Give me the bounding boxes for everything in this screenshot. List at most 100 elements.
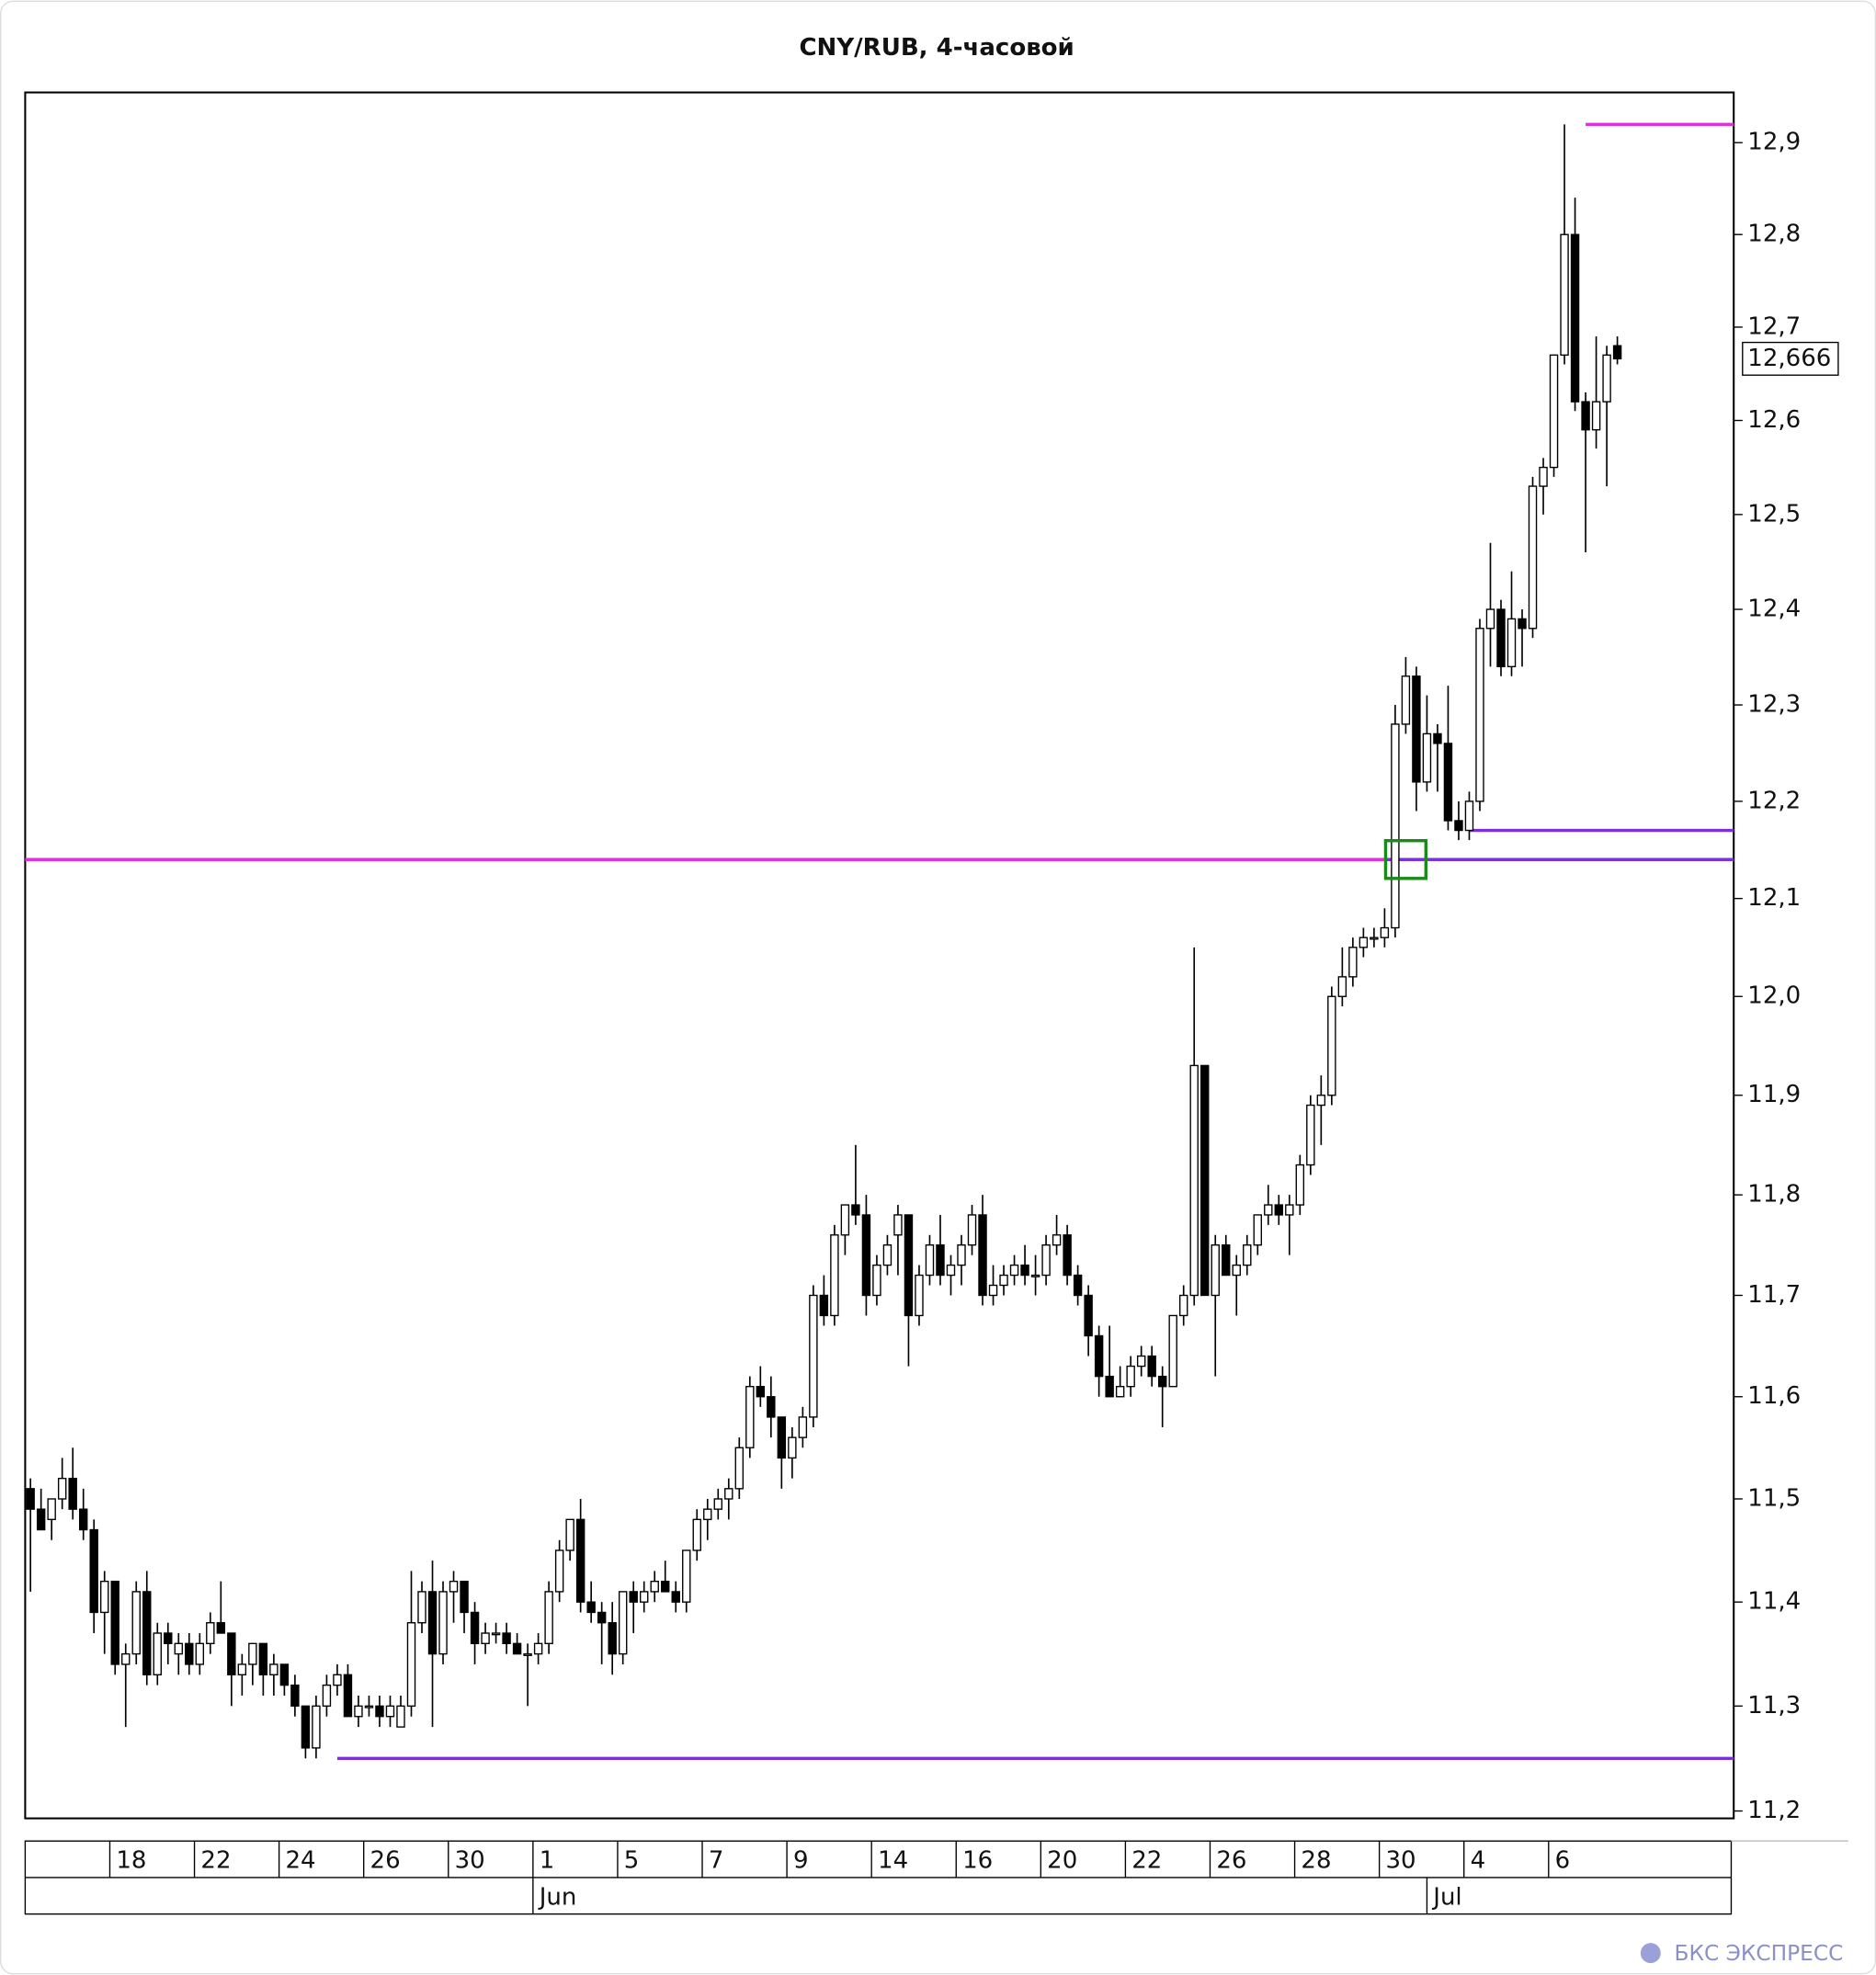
candle-body	[1222, 1244, 1231, 1277]
y-tick-label: 11,7	[1747, 1281, 1801, 1309]
candle-body	[1073, 1274, 1083, 1297]
candle-body	[872, 1264, 881, 1297]
candle-body	[1030, 1274, 1040, 1277]
candle-body	[1232, 1264, 1241, 1277]
y-tick-label: 12,8	[1747, 221, 1801, 248]
candle-body	[851, 1204, 860, 1216]
candle-body	[640, 1591, 649, 1603]
candle-body	[290, 1684, 300, 1708]
candle-body	[767, 1396, 776, 1418]
candle-body	[301, 1705, 311, 1749]
y-tick-label: 11,4	[1747, 1588, 1801, 1616]
candle-body	[1306, 1104, 1315, 1166]
candle-body	[629, 1591, 638, 1603]
x-tick-label: 26	[1216, 1847, 1246, 1875]
candle-body	[1136, 1355, 1146, 1368]
candle-body	[734, 1447, 745, 1490]
candle-body	[1094, 1334, 1104, 1378]
candle-body	[523, 1652, 532, 1656]
candle-body	[195, 1642, 205, 1665]
brand-logo	[1640, 1943, 1661, 1964]
candle-body	[26, 1488, 35, 1510]
candle-body	[861, 1214, 871, 1297]
y-tick-label: 12,3	[1747, 691, 1801, 719]
candle-body	[671, 1591, 680, 1603]
x-tick-label: 9	[793, 1847, 809, 1875]
candle-body	[1295, 1163, 1305, 1206]
candle-body	[1063, 1234, 1072, 1277]
x-tick-label: 7	[709, 1847, 724, 1875]
candle-body	[1200, 1064, 1210, 1297]
candle-body	[1264, 1204, 1273, 1216]
y-tick-label: 11,3	[1747, 1692, 1801, 1720]
candle-body	[1433, 732, 1442, 744]
candle-body	[1485, 608, 1495, 630]
candle-body	[999, 1274, 1008, 1287]
candle-body	[1243, 1244, 1252, 1266]
candle-body	[988, 1284, 998, 1297]
candle-body	[1506, 618, 1517, 668]
candle-body	[1009, 1264, 1019, 1277]
highlight-box	[1383, 838, 1428, 880]
candle-body	[1316, 1095, 1326, 1107]
candle-body	[343, 1674, 353, 1718]
x-tick-label: 30	[455, 1847, 485, 1875]
candle-body	[967, 1214, 977, 1246]
candle-body	[1528, 485, 1538, 630]
candle-body	[713, 1498, 722, 1510]
candle-body	[1380, 926, 1390, 938]
candle-body	[1147, 1355, 1156, 1378]
candle-body	[575, 1518, 586, 1603]
candle-body	[777, 1416, 787, 1459]
y-tick-label: 12,4	[1747, 596, 1801, 623]
brand: БКС ЭКСПРЕСС	[1675, 1941, 1844, 1966]
candle-body	[840, 1204, 850, 1236]
candle-body	[1337, 976, 1347, 997]
candle-body	[1157, 1375, 1167, 1388]
candle-body	[1178, 1294, 1188, 1317]
candle-body	[206, 1622, 215, 1645]
candle-body	[36, 1508, 46, 1531]
candle-body	[57, 1477, 67, 1500]
candle-body	[417, 1591, 426, 1624]
candle-body	[89, 1528, 98, 1614]
month-label: Jul	[1431, 1883, 1461, 1911]
candle-body	[142, 1591, 152, 1675]
month-label: Jun	[538, 1883, 577, 1911]
candle-body	[460, 1580, 469, 1614]
candle-body	[216, 1622, 226, 1634]
x-tick-label: 30	[1385, 1847, 1416, 1875]
candle-body	[502, 1632, 511, 1645]
candle-body	[1496, 608, 1506, 668]
candle-body	[470, 1611, 480, 1645]
candle-body	[279, 1663, 290, 1686]
candle-body	[745, 1385, 755, 1448]
y-tick-label: 12,1	[1747, 884, 1801, 912]
candle-body	[544, 1591, 553, 1645]
x-tick-label: 28	[1301, 1847, 1331, 1875]
candle-body	[1612, 345, 1622, 360]
candle-body	[237, 1663, 247, 1675]
candle-body	[946, 1264, 956, 1277]
y-tick-label: 12,0	[1747, 982, 1801, 1010]
candle-body	[78, 1508, 88, 1531]
candle-body	[1539, 466, 1548, 487]
candle-body	[1126, 1365, 1135, 1388]
candle-body	[396, 1705, 405, 1728]
x-tick-label: 22	[1131, 1847, 1162, 1875]
x-tick-label: 16	[962, 1847, 993, 1875]
x-tick-label: 6	[1555, 1847, 1571, 1875]
candle-body	[1570, 233, 1580, 403]
candle-body	[1052, 1234, 1062, 1246]
candle-body	[100, 1580, 109, 1614]
candle-body	[565, 1518, 574, 1551]
candle-body	[1168, 1314, 1177, 1388]
y-tick-label: 12,2	[1747, 787, 1801, 814]
candle-body	[121, 1652, 131, 1665]
candle-body	[893, 1214, 903, 1236]
candle-body	[819, 1294, 829, 1317]
candle-body	[1348, 947, 1358, 978]
candle-body	[1518, 618, 1527, 630]
y-tick-label: 11,8	[1747, 1181, 1801, 1209]
